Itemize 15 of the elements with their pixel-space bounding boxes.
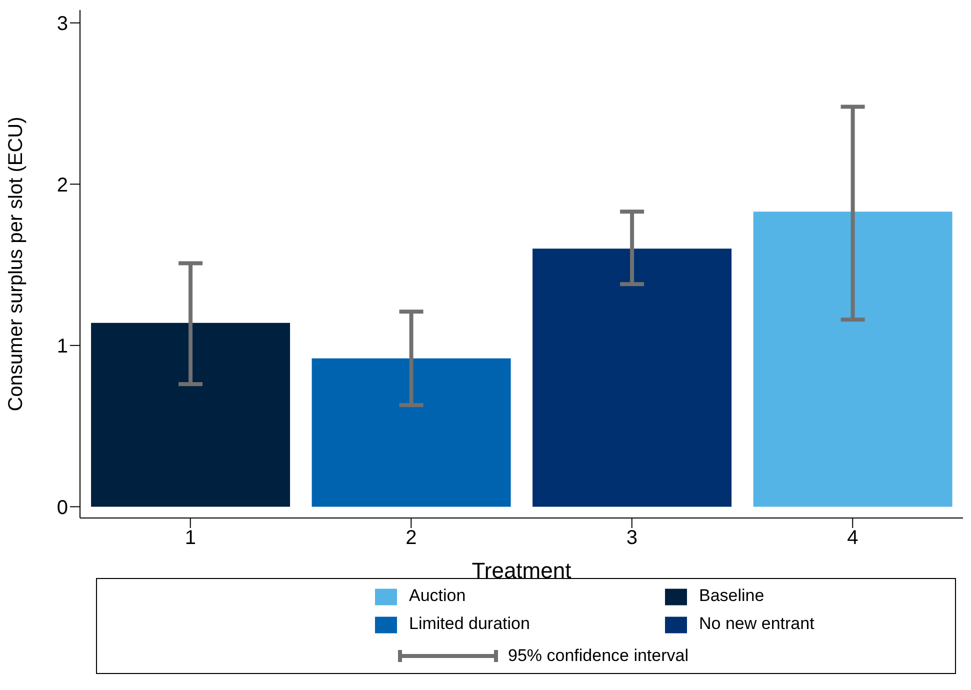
legend-label: Baseline <box>699 586 764 606</box>
x-tick-label: 1 <box>184 527 196 550</box>
x-tick-label: 3 <box>626 527 638 550</box>
x-tick-label: 4 <box>847 527 858 550</box>
y-axis-title: Consumer surplus per slot (ECU) <box>5 116 28 412</box>
legend-label: Limited duration <box>409 614 530 634</box>
y-tick-label: 1 <box>56 336 68 358</box>
y-tick-label: 2 <box>56 174 68 196</box>
text: 95% confidence interval <box>508 646 689 666</box>
y-tick-label: 0 <box>56 496 68 519</box>
y-tick-label: 3 <box>56 13 68 35</box>
legend-label: Auction <box>409 586 466 606</box>
x-axis-title: Treatment <box>472 558 572 583</box>
legend-label: No new entrant <box>699 614 814 634</box>
x-tick-label: 2 <box>406 527 417 550</box>
